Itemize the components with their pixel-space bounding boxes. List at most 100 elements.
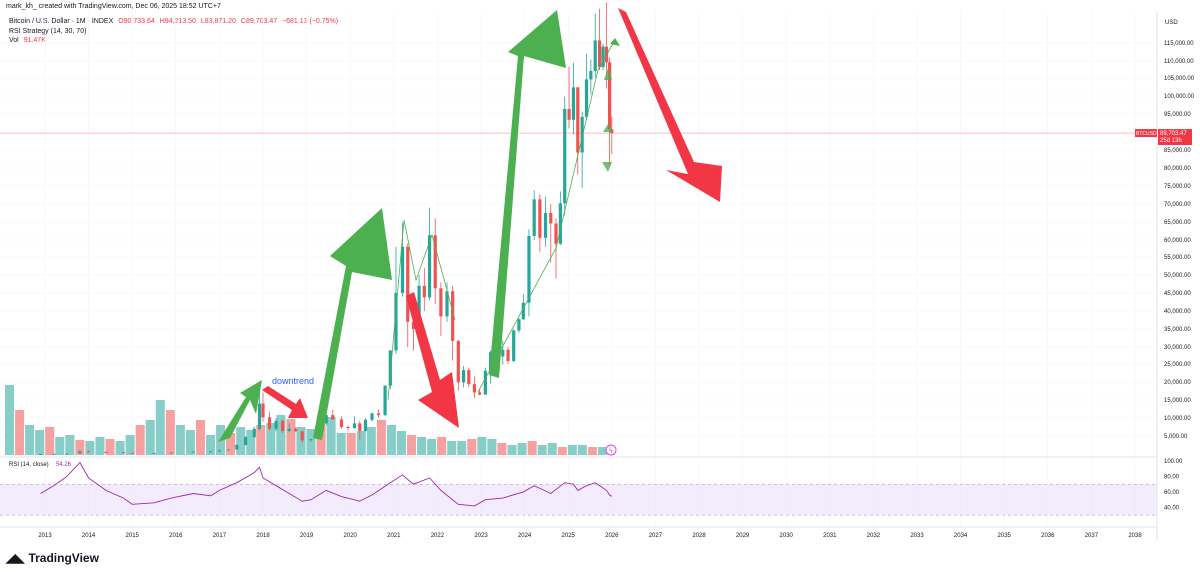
candle-body [235,445,239,450]
candle-body [433,235,437,289]
price-tick-label: 110,000.00 [1164,59,1194,65]
legend-symbol[interactable]: Bitcoin / U.S. Dollar · 1M · INDEX [9,18,114,25]
candle-body [593,40,597,71]
candle-body [352,423,357,429]
candle-body [217,450,221,452]
price-tick-label: 115,000.00 [1164,41,1194,47]
candle-body [300,431,304,441]
trend-lines [387,38,620,401]
volume-bar [557,447,567,455]
volume-bars [5,385,607,455]
price-tick-label: 65,000.00 [1164,220,1191,226]
candle-body [576,87,580,153]
rsi-tick-label: 60.00 [1164,490,1180,496]
price-tick-label: 40,000.00 [1164,309,1191,315]
small-up-arrow [604,68,612,80]
candle-body [597,40,602,68]
up-arrow-2023-2025 [489,10,566,378]
price-tick-label: 75,000.00 [1164,184,1191,190]
volume-bar [145,420,155,455]
volume-bar [155,400,165,455]
legend-ohlc-row: Bitcoin / U.S. Dollar · 1M · INDEX O90,7… [9,17,341,27]
price-tick-label: 85,000.00 [1164,148,1191,154]
price-tick-label: 80,000.00 [1164,166,1191,172]
volume-bar [226,433,236,455]
candle-body [252,428,256,438]
rsi-tick-label: 80.00 [1164,474,1180,480]
year-tick-label: 2031 [823,533,837,539]
last-price-tag: BTCUSD 89,703.47 25d 13h [1135,129,1192,146]
year-tick-label: 2018 [256,533,270,539]
candle-body [261,403,265,418]
price-tick-label: 105,000.00 [1164,76,1195,82]
candle-body [400,246,405,293]
volume-bar [35,430,45,455]
year-tick-label: 2034 [954,533,968,539]
volume-bar [457,441,467,455]
legend-volume-row[interactable]: Vol 91.47K [9,36,341,46]
candle-body [439,288,443,317]
alert-badge[interactable] [605,444,617,456]
rsi-tick-label: 100.00 [1164,459,1183,465]
rsi-line [40,461,613,507]
year-tick-label: 2028 [692,533,706,539]
volume-bar [597,447,607,455]
volume-bar [5,385,15,455]
candle-body [580,116,584,153]
candle-body [39,453,43,455]
price-tick-label: 45,000.00 [1164,291,1191,297]
price-tick-label: 20,000.00 [1164,380,1191,386]
volume-bar [376,420,386,455]
year-tick-label: 2021 [387,533,401,539]
rsi-label[interactable]: RSI (14, close) [9,462,49,468]
legend-volume-value: 91.47K [23,37,46,45]
volume-bar [266,423,276,455]
candle-body [532,199,536,237]
candle-body [309,439,313,441]
volume-bar [396,431,406,455]
candle-body [104,451,108,453]
price-tick-label: 60,000.00 [1164,238,1191,244]
last-price-value: 89,703.47 [1160,131,1187,137]
volume-bar [296,427,306,455]
rsi-value: 54.26 [56,462,72,468]
rsi-axis-ticks: 100.00 80.00 60.00 40.00 [1164,459,1183,511]
year-tick-label: 2035 [998,533,1012,539]
time-axis-ticks[interactable]: 2013 2014 2015 2016 2017 2018 2019 2020 2021 2022… [38,533,1142,539]
candle-body [376,413,381,416]
candle-body [370,413,374,420]
candle-body [451,291,455,341]
volume-bar [417,437,427,455]
candle-body [87,451,91,453]
volume-bar [15,410,25,455]
volume-bar [236,427,246,455]
volume-bar [467,439,477,455]
price-axis-ticks[interactable]: 115,000.00 110,000.00 105,000.00 100,000.00… [1164,41,1195,440]
year-tick-label: 2016 [169,533,183,539]
volume-bar [447,441,457,455]
year-tick-label: 2030 [780,533,794,539]
rsi-band [0,484,1157,516]
candle-body [506,349,510,361]
volume-bar [206,435,216,455]
candle-body [65,453,69,455]
candle-body [363,419,368,431]
trend-line-2023-2025 [477,39,616,393]
volume-bar [316,425,326,455]
volume-bar [105,439,115,455]
legend-strategy-row[interactable]: RSI Strategy (14, 30, 70) [9,27,87,35]
candle-body [411,321,416,329]
candle-body [287,428,291,431]
volume-bar [276,415,286,455]
volume-bar [427,439,437,455]
price-tick-label: 35,000.00 [1164,327,1191,333]
year-tick-label: 2027 [649,533,663,539]
volume-bar [407,435,417,455]
volume-bar [587,447,597,455]
candle-body [483,370,487,395]
price-tick-label: 50,000.00 [1164,273,1191,279]
candle-body [130,452,134,454]
candle-body [191,451,195,453]
volume-bar [336,433,346,455]
